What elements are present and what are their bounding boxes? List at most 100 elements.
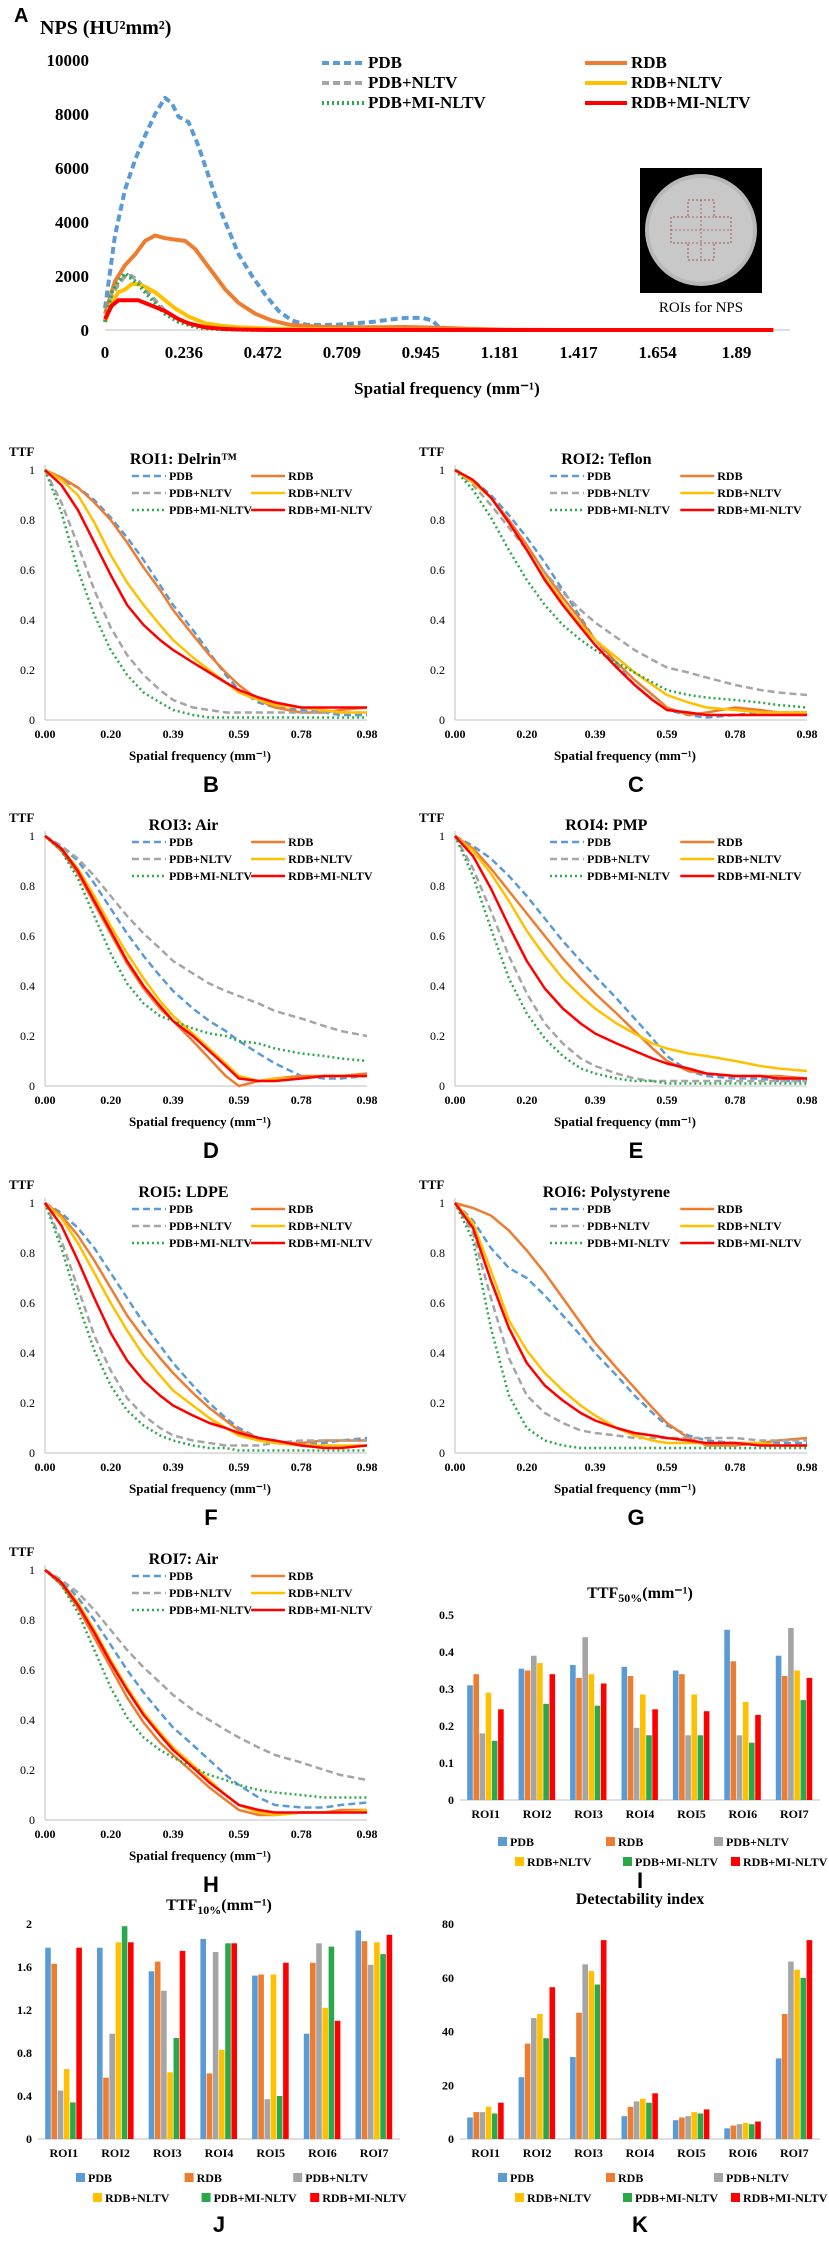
bar-pdb-nltv [264,2099,271,2139]
ttf-panel-b: TTF ROI1: Delrin™ 0 0.2 0.4 0.6 0.8 1 0.00 0.20 0.… [9,444,378,797]
x-axis-label: Spatial frequency (mm⁻¹) [129,1114,271,1129]
panel-letter: F [204,1505,217,1530]
x-tick-label: ROI5 [677,2146,706,2160]
bar-pdb-mi-nltv [749,1742,755,1800]
bar-pdb-mi-nltv [594,1705,601,1800]
chart-title: ROI7: Air [149,1551,219,1568]
bar-pdb-nltv [685,2116,691,2139]
x-tick-label: 0.236 [165,343,203,362]
bar-rdb-nltv [742,2122,749,2139]
x-tick-label: 0.78 [725,727,746,741]
bar-rdb-nltv [794,1969,800,2139]
y-tick-label: 0.8 [20,513,35,527]
y-tick-label: 1 [439,1196,445,1210]
bar-pdb-mi-nltv [749,2124,755,2139]
series-line-rdb-mi-nltv [44,835,367,1083]
bar-rdb [524,2043,531,2139]
x-tick-label: 0.98 [357,1827,378,1841]
ttf-panel-f: TTF ROI5: LDPE 0 0.2 0.4 0.6 0.8 1 0.00 0.20 0.39 0… [9,1177,378,1530]
legend-label: RDB [717,1202,742,1216]
legend-label: RDB [288,835,313,849]
bar-pdb-nltv [531,2018,537,2139]
legend-label: PDB+NLTV [587,486,650,500]
legend-swatch [310,2193,320,2202]
bar-pdb [724,2128,730,2140]
y-tick-label: 0.2 [20,1029,35,1043]
x-tick-label: 0.39 [585,727,606,741]
x-axis-label: Spatial frequency (mm⁻¹) [129,1848,271,1863]
x-tick-label: 0.00 [35,1460,56,1474]
x-tick-label: 0.20 [100,1093,121,1107]
x-tick-label: 0.39 [585,1460,606,1474]
legend-label: PDB+NLTV [169,852,232,866]
y-tick-label: 0.2 [20,1396,35,1410]
x-tick-label: 0.20 [100,1460,121,1474]
bar-rdb-nltv [640,2098,646,2139]
bar-pdb-mi-nltv [800,1700,807,1800]
legend-label: PDB+NLTV [305,2171,368,2185]
legend-label: RDB [717,469,742,483]
y-tick-label: 2000 [55,267,89,286]
x-tick-label: 0.472 [244,343,282,362]
x-tick-label: 0.00 [445,1093,466,1107]
y-axis-title: TTF [419,810,444,825]
x-tick-label: 0.98 [357,1093,378,1107]
bar-pdb [467,2117,473,2139]
legend-label: PDB+MI-NLTV [169,869,252,883]
bar-panel-i: TTF50%(mm⁻¹) 0 0.1 0.2 0.3 0.4 0.5 ROI1 ROI2 ROI3… [439,1585,828,1893]
bar-rdb [781,2014,788,2139]
x-tick-label: 0.39 [163,1460,184,1474]
y-axis-title: TTF [419,1177,444,1192]
bar-panel-j: TTF10%(mm⁻¹) 0 0.4 0.8 1.2 1.6 2 ROI1 ROI2 ROI3 RO… [17,1897,407,2237]
y-tick-label: 60 [442,1971,454,1985]
bar-rdb [576,1677,582,1800]
legend-swatch [714,2173,723,2182]
legend-label: RDB+NLTV [527,2191,592,2205]
y-axis-title: TTF [9,810,34,825]
chart-title: ROI3: Air [149,817,219,834]
y-tick-label: 0 [439,713,445,727]
legend-label: PDB [368,53,402,72]
legend-label: PDB+NLTV [726,2171,789,2185]
y-tick-label: 0 [448,1793,454,1807]
legend-swatch [731,2193,740,2202]
y-tick-label: 1 [439,463,445,477]
panel-letter: C [628,772,644,797]
y-tick-label: 0.8 [430,879,445,893]
series-line-pdb-mi-nltv [453,835,807,1085]
bar-pdb-mi-nltv [328,1946,335,2139]
legend-label: PDB+NLTV [169,486,232,500]
series-line-rdb [44,1202,367,1445]
y-tick-label: 0 [26,2132,32,2146]
bar-rdb [206,2073,213,2139]
legend-label: RDB+NLTV [288,486,353,500]
x-tick-label: 0.20 [100,1827,121,1841]
bar-pdb-mi-nltv [225,1943,231,2139]
bar-pdb [672,1670,679,1800]
bar-pdb-nltv [685,1735,691,1801]
legend-label: RDB+MI-NLTV [288,1603,373,1617]
x-tick-label: 0.945 [402,343,440,362]
title-subscript: 50% [618,1591,642,1605]
bar-rdb [679,2117,685,2139]
bar-pdb-mi-nltv [646,1735,652,1801]
legend-label: PDB [587,835,611,849]
bar-rdb-nltv [270,1974,277,2139]
legend-swatch [184,2173,194,2182]
x-tick-label: ROI3 [574,2146,603,2160]
bar-rdb-mi-nltv [703,2109,710,2139]
legend-label: RDB [618,2171,643,2185]
x-tick-label: 0.00 [445,727,466,741]
legend-label: RDB+NLTV [717,486,782,500]
bar-rdb-mi-nltv [386,1934,393,2140]
y-tick-label: 0.2 [430,1029,445,1043]
legend-label: RDB+NLTV [288,852,353,866]
x-tick-label: 0.39 [585,1093,606,1107]
y-tick-label: 0 [29,1079,35,1093]
y-tick-label: 0.2 [20,663,35,677]
series-line-pdb-nltv [43,469,367,714]
bar-rdb [473,2112,479,2139]
series-line-pdb-mi-nltv [44,835,368,1063]
bar-pdb-mi-nltv [173,2038,180,2139]
x-tick-label: ROI4 [626,1807,655,1821]
